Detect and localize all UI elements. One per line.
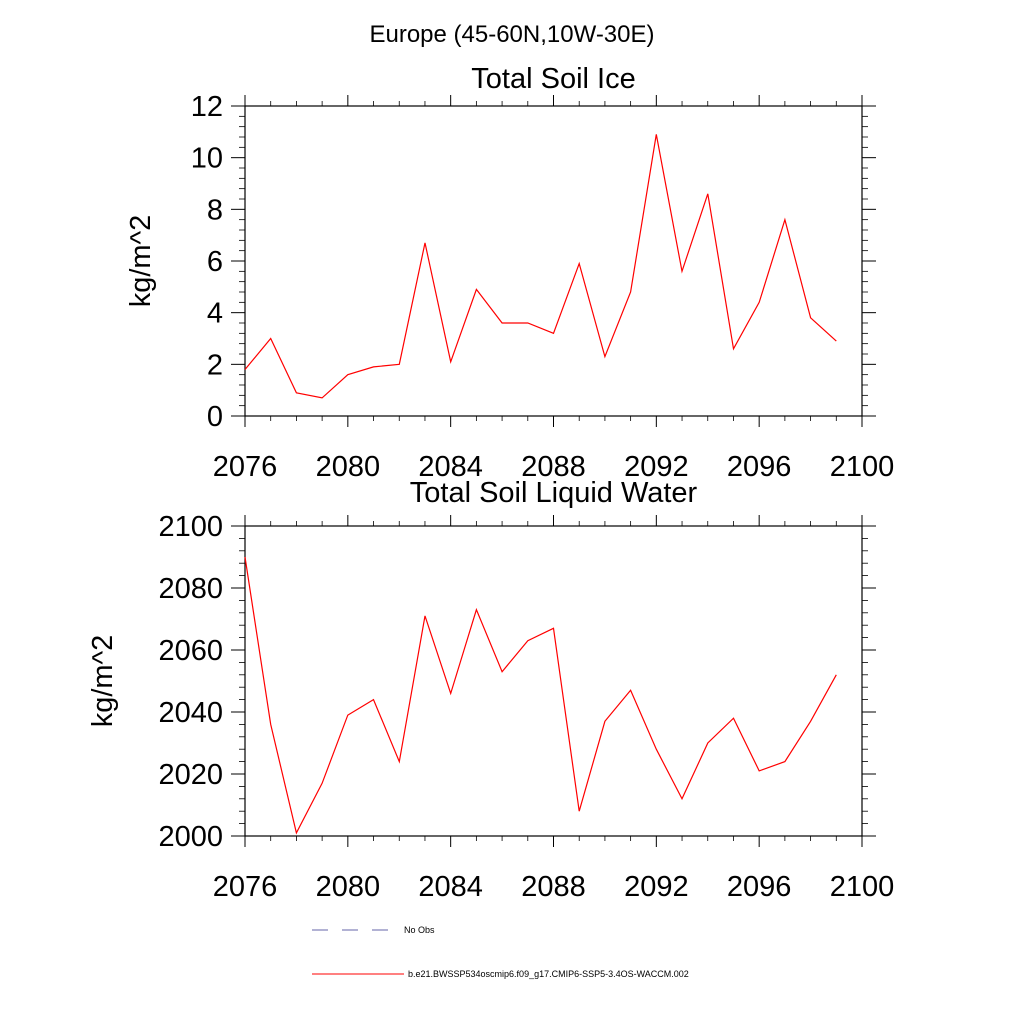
panel-title: Total Soil Liquid Water <box>410 477 698 509</box>
y-tick-label: 12 <box>191 91 223 123</box>
x-tick-label: 2092 <box>624 871 689 903</box>
y-tick-label: 10 <box>191 143 223 175</box>
plot-frame <box>244 105 863 417</box>
y-axis-label: kg/m^2 <box>125 215 157 308</box>
y-axis-label: kg/m^2 <box>87 635 119 728</box>
legend-label-2: b.e21.BWSSP534oscmip6.f09_g17.CMIP6-SSP5… <box>408 969 689 979</box>
x-tick-label: 2080 <box>316 451 381 483</box>
y-tick-label: 2080 <box>158 573 223 605</box>
legend: No Obs b.e21.BWSSP534oscmip6.f09_g17.CMIP… <box>312 925 689 979</box>
panel-title: Total Soil Ice <box>471 63 635 95</box>
series-line <box>244 556 837 835</box>
y-tick-label: 2040 <box>158 697 223 729</box>
y-tick-label: 4 <box>207 298 223 330</box>
x-tick-label: 2088 <box>521 871 586 903</box>
y-tick-label: 2060 <box>158 635 223 667</box>
x-tick-label: 2076 <box>213 451 278 483</box>
x-tick-label: 2100 <box>830 451 895 483</box>
y-tick-label: 2000 <box>158 821 223 853</box>
x-tick-label: 2088 <box>521 451 586 483</box>
y-tick-label: 8 <box>207 194 223 226</box>
series-line <box>244 134 837 399</box>
x-tick-label: 2096 <box>727 451 792 483</box>
x-tick-label: 2092 <box>624 451 689 483</box>
y-tick-label: 2020 <box>158 759 223 791</box>
x-tick-label: 2080 <box>316 871 381 903</box>
y-tick-label: 2 <box>207 349 223 381</box>
figure-title: Europe (45-60N,10W-30E) <box>369 21 654 48</box>
x-tick-label: 2084 <box>418 871 483 903</box>
legend-label-1: No Obs <box>404 925 435 935</box>
plot-frame <box>244 525 863 837</box>
y-tick-label: 6 <box>207 246 223 278</box>
y-tick-label: 2100 <box>158 511 223 543</box>
y-tick-label: 0 <box>207 401 223 433</box>
chart-panel-2: Total Soil Liquid Water 2076 2080 2084 2088 2… <box>87 477 894 903</box>
x-tick-label: 2084 <box>418 451 483 483</box>
x-tick-label: 2076 <box>213 871 278 903</box>
x-tick-label: 2100 <box>830 871 895 903</box>
x-tick-label: 2096 <box>727 871 792 903</box>
